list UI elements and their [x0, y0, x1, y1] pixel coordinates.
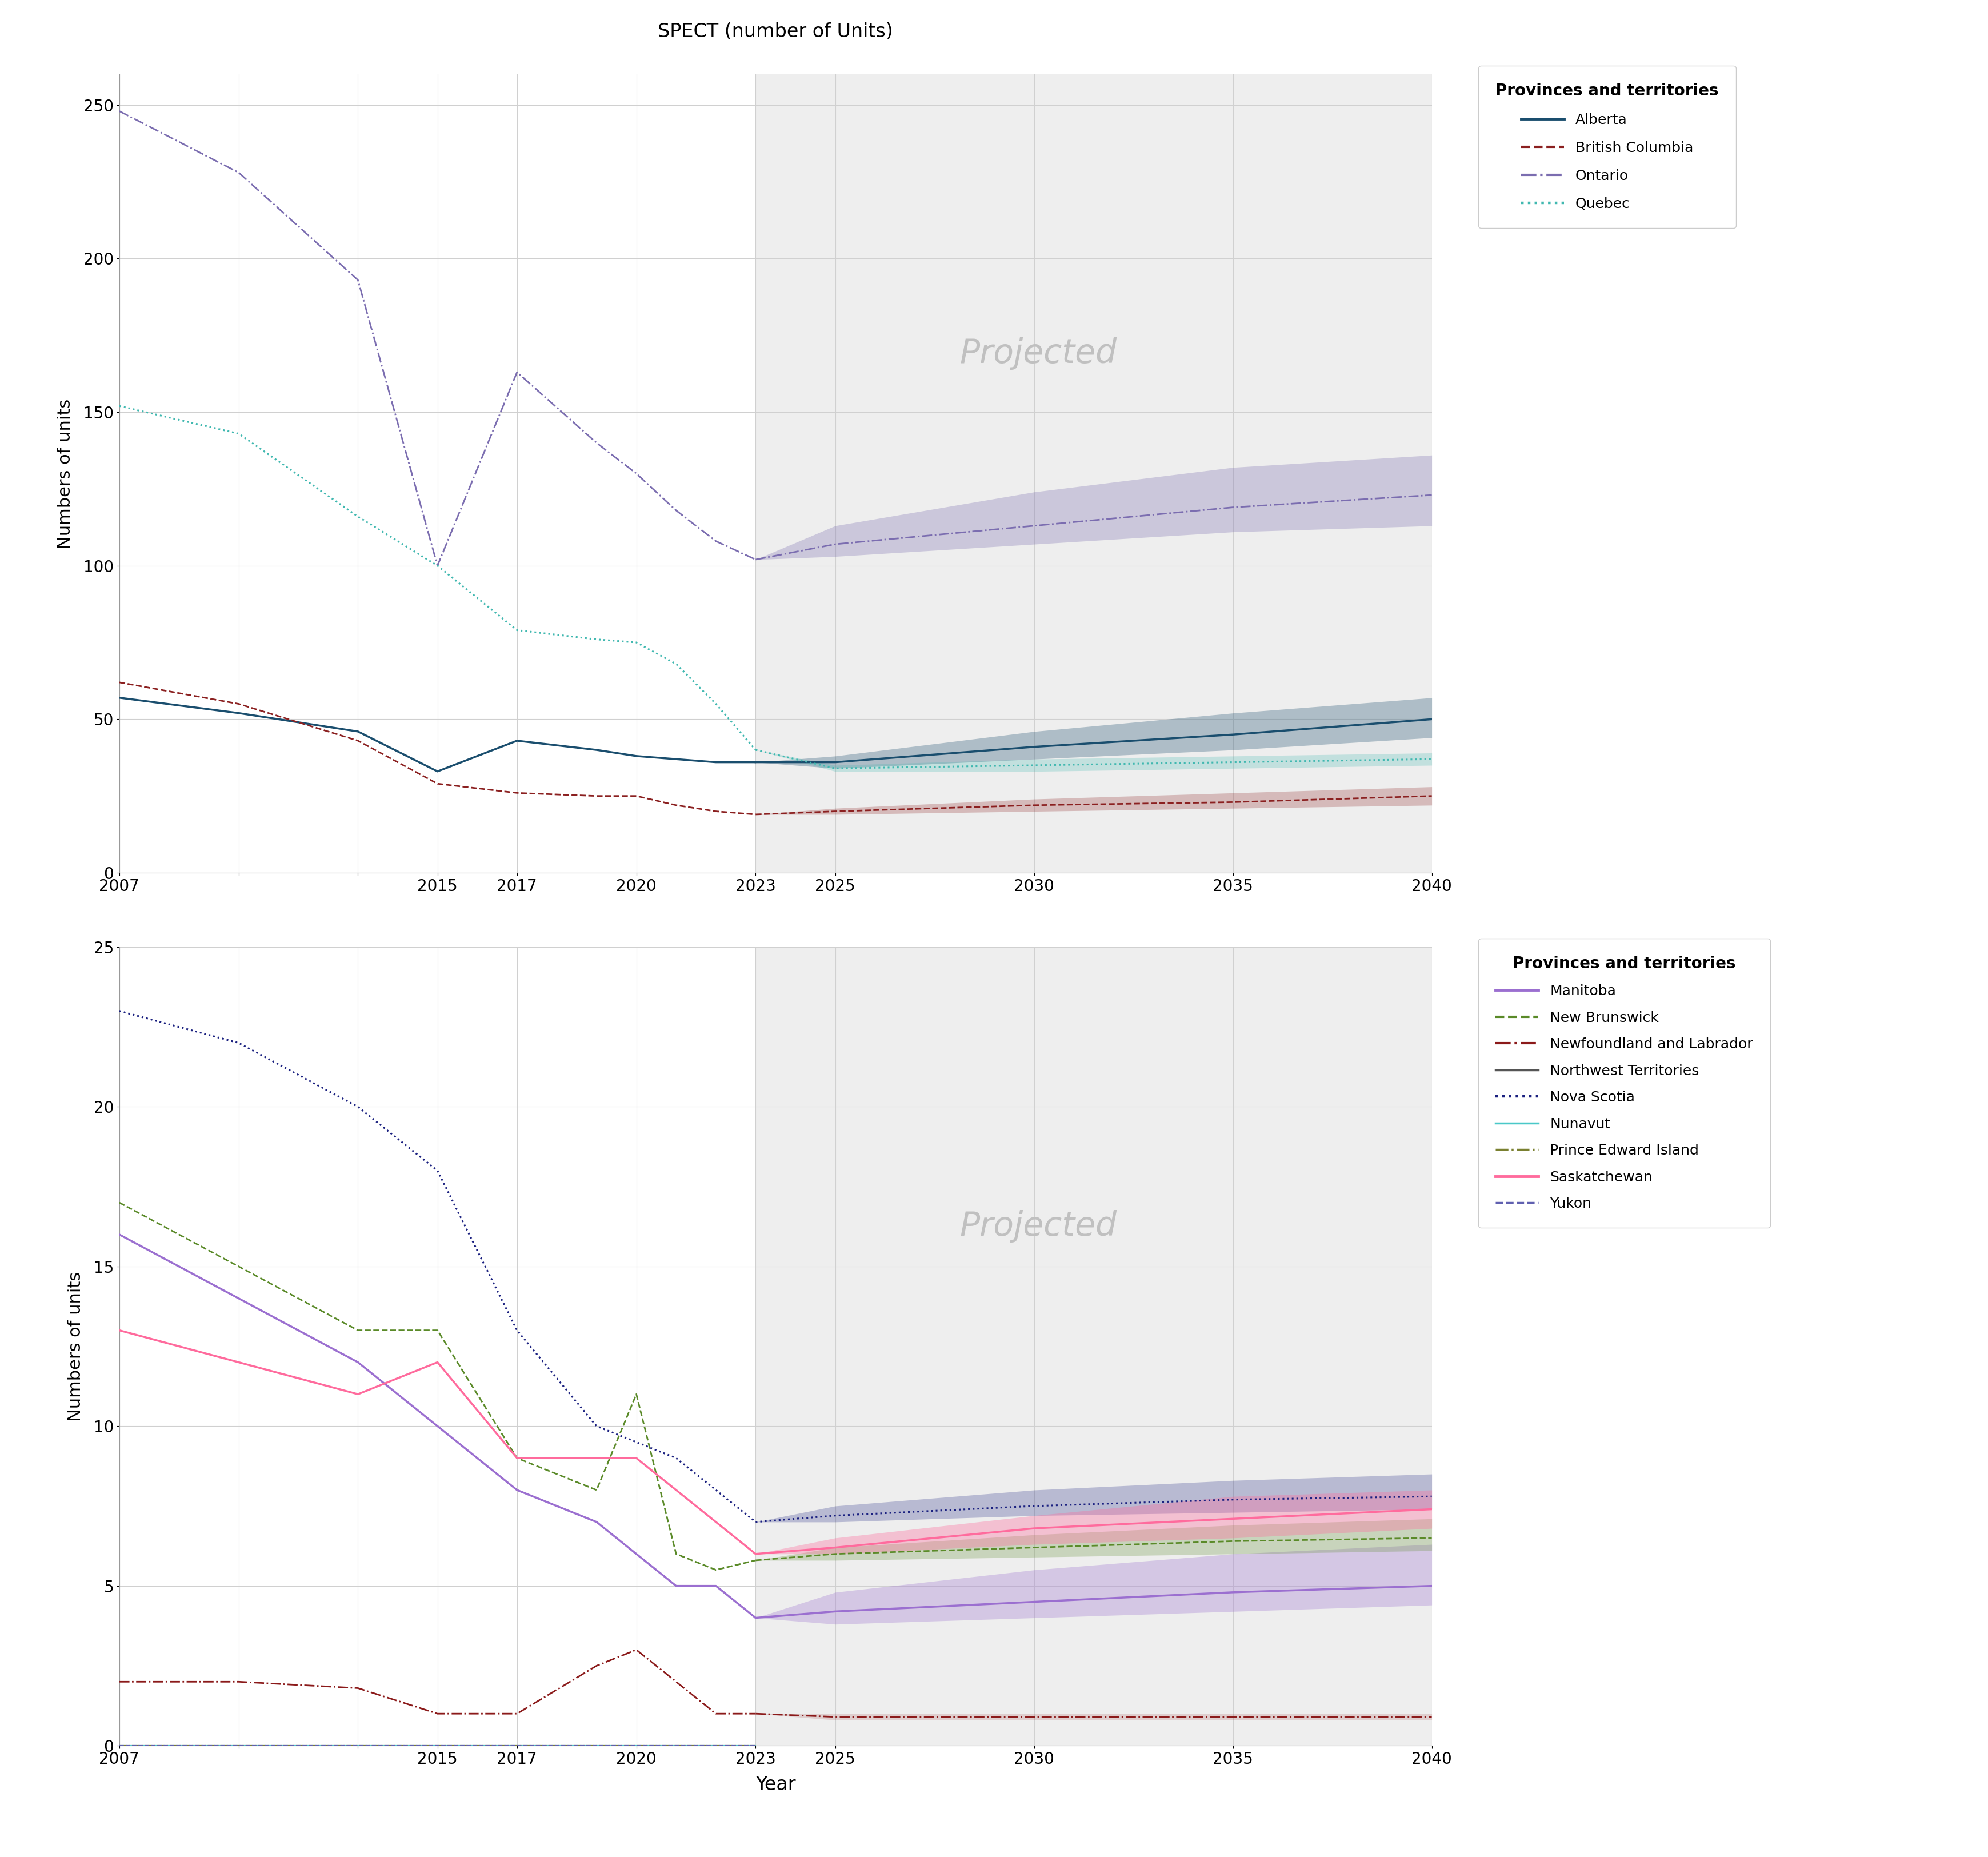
Text: SPECT (number of Units): SPECT (number of Units): [658, 22, 893, 41]
Legend: Manitoba, New Brunswick, Newfoundland and Labrador, Northwest Territories, Nova : Manitoba, New Brunswick, Newfoundland an…: [1477, 938, 1769, 1227]
Bar: [755, 74, 1431, 873]
Y-axis label: Numbers of units: Numbers of units: [68, 1272, 83, 1421]
X-axis label: Year: Year: [755, 1775, 795, 1794]
Text: Projected: Projected: [958, 1211, 1117, 1242]
Legend: Alberta, British Columbia, Ontario, Quebec: Alberta, British Columbia, Ontario, Queb…: [1477, 65, 1736, 228]
Y-axis label: Numbers of units: Numbers of units: [58, 399, 74, 548]
Text: Projected: Projected: [958, 338, 1117, 370]
Bar: [755, 947, 1431, 1746]
